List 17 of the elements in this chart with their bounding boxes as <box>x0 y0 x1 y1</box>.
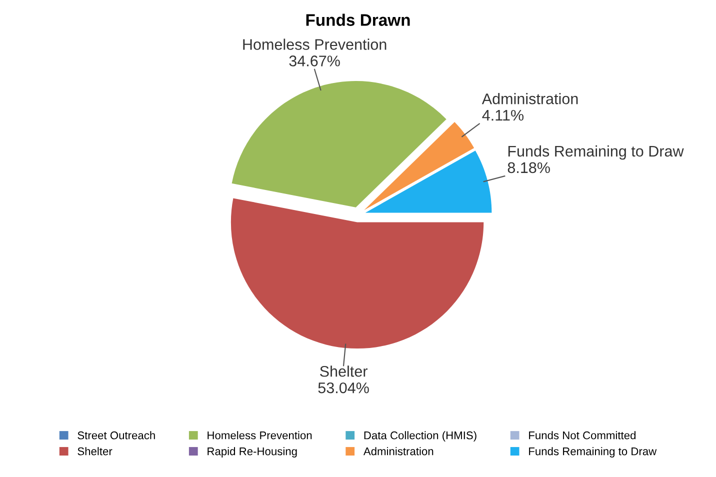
slice-label: Funds Remaining to Draw <box>508 145 684 160</box>
legend-label: Street Outreach <box>78 431 155 440</box>
slice-label: Administration <box>482 93 578 104</box>
legend-label: Data Collection (HMIS) <box>364 431 476 442</box>
data-label: 53.04% <box>318 382 369 394</box>
data-label: 8.18% <box>508 162 550 174</box>
slice-label: Homeless Prevention <box>243 38 386 50</box>
data-label: 34.67% <box>289 56 340 66</box>
chart-title: Funds Drawn <box>306 14 410 26</box>
legend-label: Homeless Prevention <box>208 431 312 440</box>
legend-label: Funds Not Committed <box>529 431 636 440</box>
data-label: 4.11% <box>482 110 524 121</box>
legend-label: Administration <box>363 447 434 456</box>
legend-label: Shelter <box>78 447 112 456</box>
legend-label: Rapid Re-Housing <box>208 447 297 458</box>
legend-label: Funds Remaining to Draw <box>529 447 657 458</box>
slice-label: Shelter <box>320 366 368 377</box>
